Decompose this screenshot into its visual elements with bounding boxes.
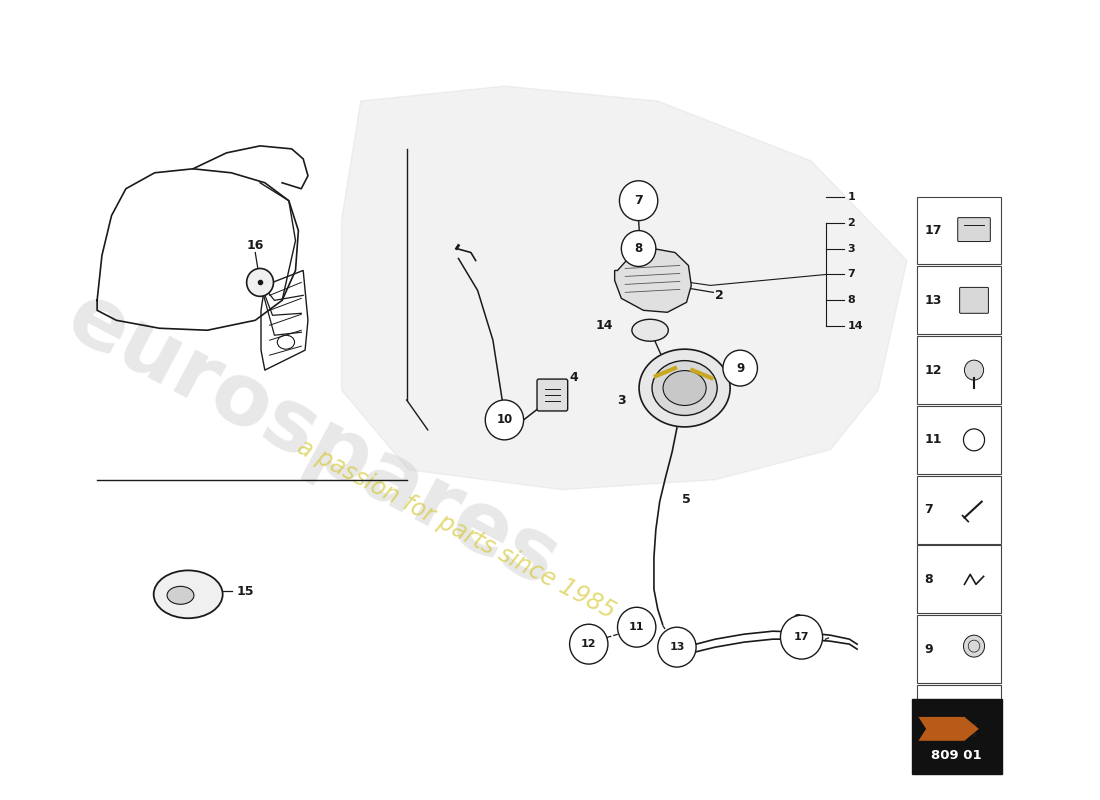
Text: 13: 13: [924, 294, 942, 307]
Ellipse shape: [639, 349, 730, 427]
Text: 10: 10: [924, 712, 942, 726]
Ellipse shape: [167, 586, 194, 604]
Text: 8: 8: [847, 295, 856, 306]
FancyBboxPatch shape: [912, 699, 1002, 774]
FancyBboxPatch shape: [916, 197, 1001, 265]
Circle shape: [723, 350, 758, 386]
Text: 9: 9: [736, 362, 745, 374]
Text: 12: 12: [581, 639, 596, 649]
Text: 2: 2: [715, 289, 724, 302]
FancyBboxPatch shape: [916, 266, 1001, 334]
Text: 15: 15: [236, 585, 254, 598]
FancyBboxPatch shape: [916, 546, 1001, 614]
Text: 3: 3: [617, 394, 626, 406]
Text: 7: 7: [924, 503, 933, 516]
Text: 11: 11: [629, 622, 645, 632]
Text: 17: 17: [794, 632, 810, 642]
Text: 14: 14: [847, 322, 864, 331]
Text: 3: 3: [847, 243, 855, 254]
Text: 8: 8: [924, 573, 933, 586]
Text: a passion for parts since 1985: a passion for parts since 1985: [294, 435, 619, 624]
FancyBboxPatch shape: [916, 336, 1001, 404]
Circle shape: [485, 400, 524, 440]
FancyBboxPatch shape: [916, 615, 1001, 683]
FancyBboxPatch shape: [959, 287, 989, 314]
Text: 13: 13: [669, 642, 684, 652]
Polygon shape: [615, 249, 691, 312]
Text: 8: 8: [635, 242, 642, 255]
FancyBboxPatch shape: [916, 406, 1001, 474]
Text: 7: 7: [847, 270, 856, 279]
Circle shape: [570, 624, 608, 664]
Text: 2: 2: [847, 218, 856, 228]
Circle shape: [621, 230, 656, 266]
Text: 4: 4: [570, 370, 579, 383]
Circle shape: [780, 615, 823, 659]
Circle shape: [246, 269, 274, 296]
Text: 14: 14: [595, 318, 613, 332]
Text: 7: 7: [635, 194, 643, 207]
Circle shape: [658, 627, 696, 667]
Circle shape: [966, 706, 982, 724]
Circle shape: [964, 635, 984, 657]
FancyBboxPatch shape: [916, 685, 1001, 753]
Text: 6: 6: [792, 613, 801, 626]
Text: 5: 5: [682, 493, 691, 506]
Text: 9: 9: [924, 642, 933, 656]
Polygon shape: [918, 717, 979, 741]
Circle shape: [965, 360, 983, 380]
Ellipse shape: [154, 570, 222, 618]
Text: 12: 12: [924, 364, 942, 377]
Text: 809 01: 809 01: [932, 750, 982, 762]
Text: 1: 1: [847, 192, 856, 202]
Circle shape: [619, 181, 658, 221]
Polygon shape: [341, 86, 906, 490]
FancyBboxPatch shape: [958, 218, 990, 242]
FancyBboxPatch shape: [916, 476, 1001, 543]
Ellipse shape: [631, 319, 669, 342]
Text: 10: 10: [496, 414, 513, 426]
Text: 16: 16: [246, 239, 264, 252]
Circle shape: [617, 607, 656, 647]
Ellipse shape: [652, 361, 717, 415]
Ellipse shape: [663, 370, 706, 406]
Text: 11: 11: [924, 434, 942, 446]
Text: 17: 17: [924, 224, 942, 237]
FancyBboxPatch shape: [537, 379, 568, 411]
Text: eurospares: eurospares: [53, 275, 573, 605]
